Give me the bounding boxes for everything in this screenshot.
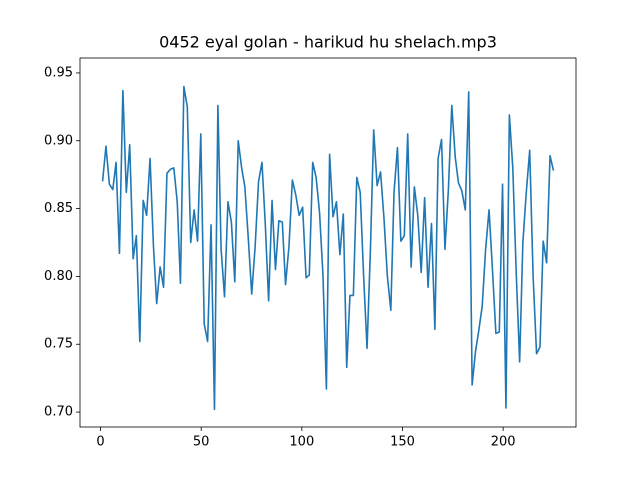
x-tick-label: 100 [289, 435, 314, 450]
y-tick-label: 0.90 [44, 133, 73, 148]
x-tick-label: 50 [193, 435, 210, 450]
x-tick-label: 150 [390, 435, 415, 450]
y-tick-label: 0.75 [44, 337, 73, 352]
chart-title: 0452 eyal golan - harikud hu shelach.mp3 [159, 33, 497, 52]
y-tick-label: 0.80 [44, 269, 73, 284]
y-tick-label: 0.70 [44, 405, 73, 420]
x-tick-label: 0 [96, 435, 104, 450]
x-tick-label: 200 [491, 435, 516, 450]
plot-frame [79, 57, 577, 428]
y-tick-label: 0.95 [44, 65, 73, 80]
y-tick-label: 0.85 [44, 201, 73, 216]
data-line [101, 85, 555, 411]
